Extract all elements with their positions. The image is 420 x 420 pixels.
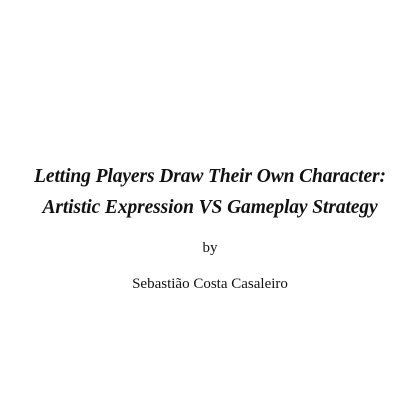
by-label: by [202, 240, 218, 256]
thesis-title: Letting Players Draw Their Own Character… [0, 161, 420, 223]
title-line-1: Letting Players Draw Their Own Character… [34, 166, 386, 187]
cropped-text-fragment [196, 414, 230, 420]
author-name: Sebastião Costa Casaleiro [132, 276, 288, 292]
title-line-2: Artistic Expression VS Gameplay Strategy [42, 197, 378, 218]
